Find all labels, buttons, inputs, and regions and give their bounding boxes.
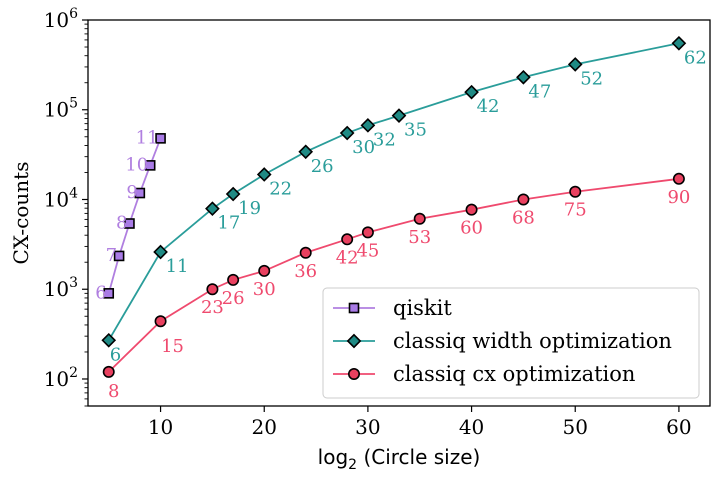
data-point-classiq-width-optimization — [298, 144, 314, 160]
data-point-classiq-cx-optimization — [465, 203, 478, 216]
legend-marker-classiq-width-optimization — [346, 333, 362, 349]
data-point-classiq-cx-optimization — [517, 193, 530, 206]
data-point-qiskit — [103, 288, 115, 299]
y-tick-label: 105 — [44, 96, 78, 122]
x-tick-label: 20 — [252, 415, 277, 439]
y-tick-label: 102 — [44, 365, 78, 391]
data-point-qiskit — [155, 133, 166, 144]
data-point-classiq-width-optimization — [391, 108, 407, 123]
data-point-qiskit — [134, 187, 146, 199]
legend: qiskit classiq width optimization classiq … — [322, 287, 700, 399]
data-label-classiq-cx-optimization: 23 — [201, 297, 224, 318]
data-label-classiq-width-optimization: 11 — [166, 256, 189, 277]
data-point-classiq-width-optimization — [256, 167, 272, 182]
legend-label-classiq-width-optimization: classiq width optimization — [393, 329, 672, 353]
data-point-classiq-cx-optimization — [361, 226, 374, 239]
data-label-classiq-width-optimization: 32 — [373, 129, 396, 150]
data-label-classiq-cx-optimization: 45 — [356, 240, 379, 261]
data-label-classiq-cx-optimization: 60 — [460, 218, 483, 239]
legend-box — [322, 287, 700, 399]
data-label-qiskit: 10 — [125, 154, 148, 175]
data-label-classiq-width-optimization: 17 — [217, 213, 240, 234]
x-tick-label: 30 — [355, 415, 380, 439]
data-label-qiskit: 7 — [106, 245, 117, 266]
data-label-qiskit: 8 — [116, 213, 127, 234]
data-point-classiq-width-optimization — [516, 69, 531, 85]
data-label-classiq-cx-optimization: 26 — [222, 288, 245, 309]
data-point-classiq-cx-optimization — [102, 365, 115, 378]
data-label-classiq-width-optimization: 42 — [477, 96, 500, 117]
y-tick-label: 104 — [44, 185, 78, 211]
data-label-classiq-cx-optimization: 42 — [336, 247, 359, 268]
data-label-classiq-cx-optimization: 8 — [108, 381, 119, 402]
data-point-qiskit — [124, 218, 135, 229]
x-axis: 10 20 30 40 50 60 — [148, 406, 692, 439]
x-tick-label: 10 — [148, 415, 173, 439]
data-point-classiq-width-optimization — [567, 57, 583, 72]
data-label-classiq-width-optimization: 6 — [110, 344, 121, 365]
data-point-classiq-width-optimization — [464, 84, 479, 100]
data-label-classiq-width-optimization: 47 — [528, 81, 551, 102]
x-tick-label: 40 — [459, 415, 484, 439]
data-label-classiq-width-optimization: 26 — [311, 156, 334, 177]
y-axis-title: CX-counts — [9, 162, 33, 265]
data-label-classiq-width-optimization: 35 — [404, 120, 427, 141]
data-label-classiq-cx-optimization: 68 — [512, 207, 535, 228]
y-axis: 102 103 104 105 106 — [44, 6, 88, 407]
data-label-classiq-cx-optimization: 36 — [294, 261, 317, 282]
data-point-classiq-width-optimization — [671, 35, 687, 51]
y-tick-label: 103 — [44, 275, 78, 301]
series-layer — [101, 35, 687, 378]
data-point-classiq-cx-optimization — [299, 246, 312, 259]
data-point-classiq-cx-optimization — [569, 185, 582, 198]
x-tick-label: 50 — [563, 415, 588, 439]
data-point-classiq-cx-optimization — [413, 212, 426, 225]
data-point-qiskit — [144, 160, 156, 171]
data-point-classiq-width-optimization — [339, 125, 355, 141]
data-label-classiq-width-optimization: 22 — [269, 178, 292, 199]
data-point-classiq-width-optimization — [360, 118, 376, 133]
legend-marker-classiq-cx-optimization — [347, 367, 360, 380]
data-point-classiq-width-optimization — [153, 244, 168, 260]
y-tick-label: 106 — [44, 6, 78, 32]
data-point-classiq-width-optimization — [101, 332, 117, 348]
data-label-qiskit: 11 — [136, 127, 159, 148]
legend-label-qiskit: qiskit — [393, 296, 452, 320]
data-point-qiskit — [113, 250, 125, 262]
data-label-classiq-cx-optimization: 53 — [408, 227, 431, 248]
x-tick-label: 60 — [666, 415, 691, 439]
data-label-classiq-cx-optimization: 90 — [667, 187, 690, 208]
data-label-classiq-width-optimization: 62 — [684, 47, 707, 68]
data-point-classiq-cx-optimization — [672, 172, 685, 185]
data-label-classiq-cx-optimization: 30 — [253, 279, 276, 300]
legend-label-classiq-cx-optimization: classiq cx optimization — [393, 362, 635, 386]
data-point-classiq-cx-optimization — [154, 315, 167, 328]
data-point-classiq-width-optimization — [205, 201, 220, 217]
data-label-classiq-cx-optimization: 75 — [564, 200, 587, 221]
data-label-classiq-width-optimization: 30 — [352, 137, 375, 158]
legend-marker-qiskit — [348, 302, 360, 314]
x-axis-title: log2 (Circle size) — [318, 445, 481, 473]
data-label-classiq-width-optimization: 52 — [580, 68, 603, 89]
data-label-classiq-cx-optimization: 15 — [161, 336, 184, 357]
data-label-qiskit: 6 — [95, 282, 106, 303]
data-point-classiq-cx-optimization — [206, 283, 219, 296]
data-label-qiskit: 9 — [126, 182, 137, 203]
data-point-classiq-cx-optimization — [258, 264, 271, 277]
data-point-classiq-cx-optimization — [227, 273, 240, 286]
data-point-classiq-cx-optimization — [341, 233, 354, 246]
data-label-classiq-width-optimization: 19 — [238, 198, 261, 219]
data-point-classiq-width-optimization — [225, 186, 241, 202]
